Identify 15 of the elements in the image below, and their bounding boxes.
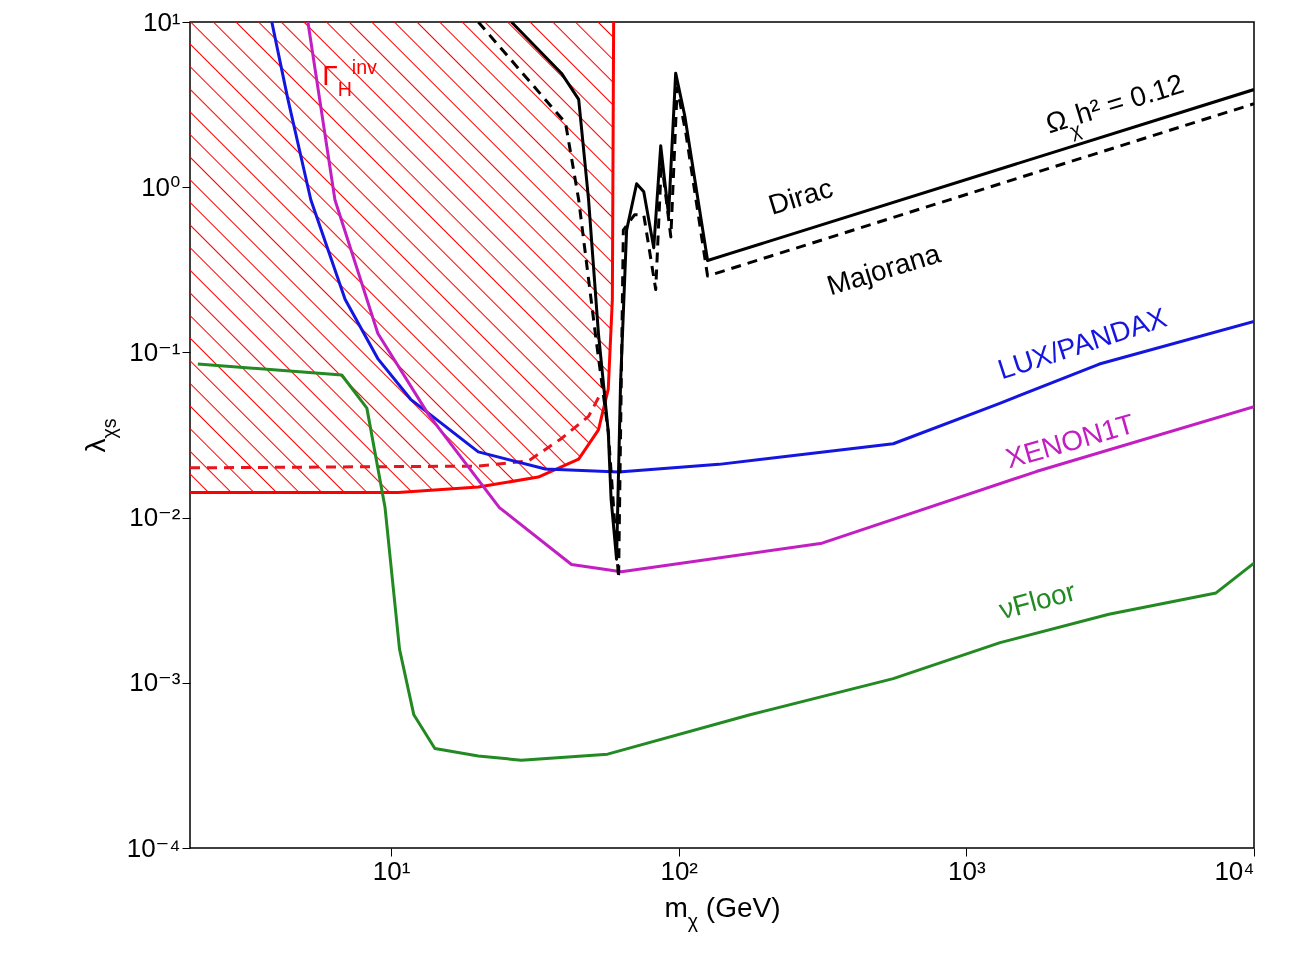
x-tick-label: 10² <box>660 855 699 886</box>
text: νFloor <box>995 575 1079 626</box>
x-axis-title: m$_{χ}$ (GeV) <box>664 891 781 932</box>
y-tick-label: 10⁻¹ <box>129 336 181 367</box>
y-tick-label: 10⁻³ <box>129 667 181 698</box>
x-tick-label: 10⁴ <box>1214 855 1255 886</box>
x-tick-label: 10³ <box>948 855 986 886</box>
annotation: Ω$_{χ}$h² = 0.12 <box>1041 67 1188 142</box>
text: Majorana <box>823 237 945 302</box>
x-tick-label: 10¹ <box>372 855 411 886</box>
y-tick-label: 10⁻⁴ <box>126 832 181 863</box>
y-tick-label: 10⁰ <box>141 171 181 202</box>
y-tick-label: 10¹ <box>142 6 181 37</box>
y-tick-label: 10⁻² <box>129 502 181 533</box>
text: Dirac <box>764 171 837 221</box>
